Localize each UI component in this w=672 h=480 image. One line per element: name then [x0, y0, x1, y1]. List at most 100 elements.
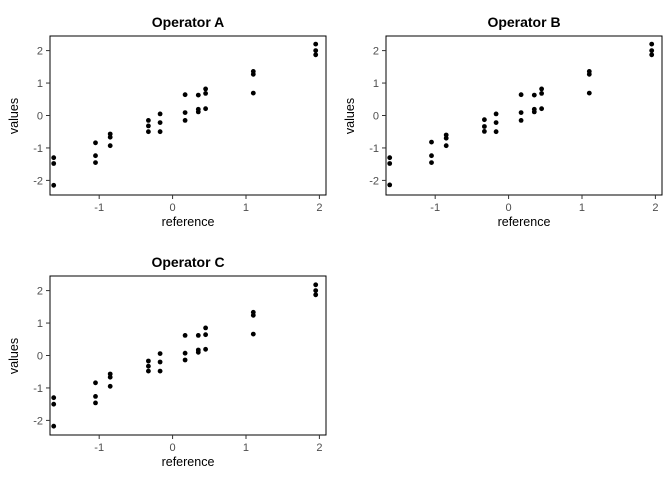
y-tick-label: 0 [37, 351, 43, 363]
data-point [429, 153, 434, 159]
data-point [203, 332, 209, 338]
data-point [429, 139, 434, 145]
data-point [93, 140, 98, 146]
data-point [539, 91, 544, 96]
data-point [195, 349, 201, 355]
y-tick-label: -1 [33, 383, 43, 395]
data-point [157, 129, 163, 135]
data-point [443, 135, 449, 141]
data-point [313, 41, 319, 47]
data-point [93, 160, 98, 166]
scatter-panel-operator-c: Operator C reference values -1 0 1 2 -2 -1 0 1 2 [0, 240, 336, 480]
data-point [518, 118, 524, 123]
data-point [146, 118, 151, 123]
plot-marks: -1 0 1 2 -2 -1 0 1 2 [33, 275, 327, 454]
y-tick-label: 2 [37, 46, 43, 58]
data-point [107, 374, 113, 380]
data-point [313, 288, 319, 293]
data-point [203, 106, 209, 112]
data-point [195, 92, 201, 98]
panel-border [49, 275, 327, 436]
y-tick-label: -2 [369, 175, 379, 187]
data-point [203, 86, 209, 92]
data-point [93, 380, 98, 386]
y-axis-title: values [7, 98, 21, 134]
x-tick-label: 2 [316, 202, 322, 214]
y-tick-label: -1 [369, 143, 379, 155]
data-point [586, 71, 592, 77]
x-axis-title: reference [162, 455, 215, 469]
plot-svg-operator-c: Operator C reference values -1 0 1 2 -2 -1 0 1 2 [7, 254, 327, 469]
data-point [182, 92, 188, 98]
x-axis-title: reference [162, 215, 215, 229]
data-point [107, 134, 113, 140]
data-point [482, 129, 487, 134]
y-axis-title: values [7, 338, 21, 374]
panel-title: Operator B [487, 14, 560, 30]
y-tick-label: 1 [373, 78, 379, 90]
x-tick-label: 1 [579, 202, 585, 214]
data-point [586, 90, 592, 96]
x-tick-label: 0 [170, 202, 176, 214]
data-point [93, 153, 98, 159]
data-point [51, 395, 57, 401]
data-point [146, 358, 151, 364]
data-point [51, 161, 57, 166]
plot-svg-operator-b: Operator B reference values -1 0 1 2 -2 -1 0 1 2 [343, 14, 663, 229]
data-point [387, 155, 393, 161]
panel-border [49, 35, 327, 196]
y-tick-label: 0 [37, 111, 43, 123]
plot-svg-operator-a: Operator A reference values -1 0 1 2 -2 -1 0 1 2 [7, 14, 327, 229]
data-point [482, 124, 487, 129]
data-point [51, 155, 57, 161]
x-tick-label: 1 [243, 442, 249, 454]
x-tick-label: 1 [243, 202, 249, 214]
y-tick-label: 2 [37, 286, 43, 298]
data-point [157, 368, 163, 374]
data-point [443, 143, 449, 149]
data-point [493, 111, 499, 117]
data-point [182, 118, 188, 123]
data-point [493, 120, 499, 125]
y-axis-title: values [343, 98, 357, 134]
scatter-panel-operator-a: Operator A reference values -1 0 1 2 -2 -1 0 1 2 [0, 0, 336, 240]
data-point [182, 333, 188, 338]
data-point [313, 292, 319, 298]
data-point [157, 359, 163, 365]
x-tick-label: 0 [170, 442, 176, 454]
panel-border [385, 35, 663, 196]
data-point [182, 110, 188, 115]
y-tick-label: 1 [37, 78, 43, 90]
y-tick-label: -2 [33, 175, 43, 187]
data-point [539, 86, 544, 92]
y-tick-label: 2 [373, 46, 379, 58]
y-tick-label: -1 [33, 143, 43, 155]
plot-marks: -1 0 1 2 -2 -1 0 1 2 [369, 35, 663, 214]
data-point [649, 48, 655, 53]
data-point [250, 71, 256, 77]
x-axis-title: reference [498, 215, 551, 229]
y-tick-label: 1 [37, 318, 43, 330]
x-tick-label: 2 [652, 202, 658, 214]
data-point [250, 331, 256, 337]
data-point [195, 333, 201, 338]
data-point [51, 401, 57, 407]
data-point [203, 91, 209, 96]
data-point [93, 400, 98, 406]
data-point [313, 48, 319, 53]
data-point [429, 160, 434, 166]
data-point [157, 351, 163, 356]
data-point [182, 357, 188, 363]
data-point [649, 41, 655, 47]
x-tick-label: -1 [94, 202, 104, 214]
data-point [157, 120, 163, 125]
data-point [195, 109, 201, 115]
y-tick-label: 0 [373, 111, 379, 123]
x-tick-label: 0 [506, 202, 512, 214]
data-point [51, 182, 57, 188]
data-point [107, 143, 113, 149]
panel-title: Operator A [152, 14, 225, 30]
data-point [250, 312, 256, 318]
data-point [531, 92, 537, 98]
